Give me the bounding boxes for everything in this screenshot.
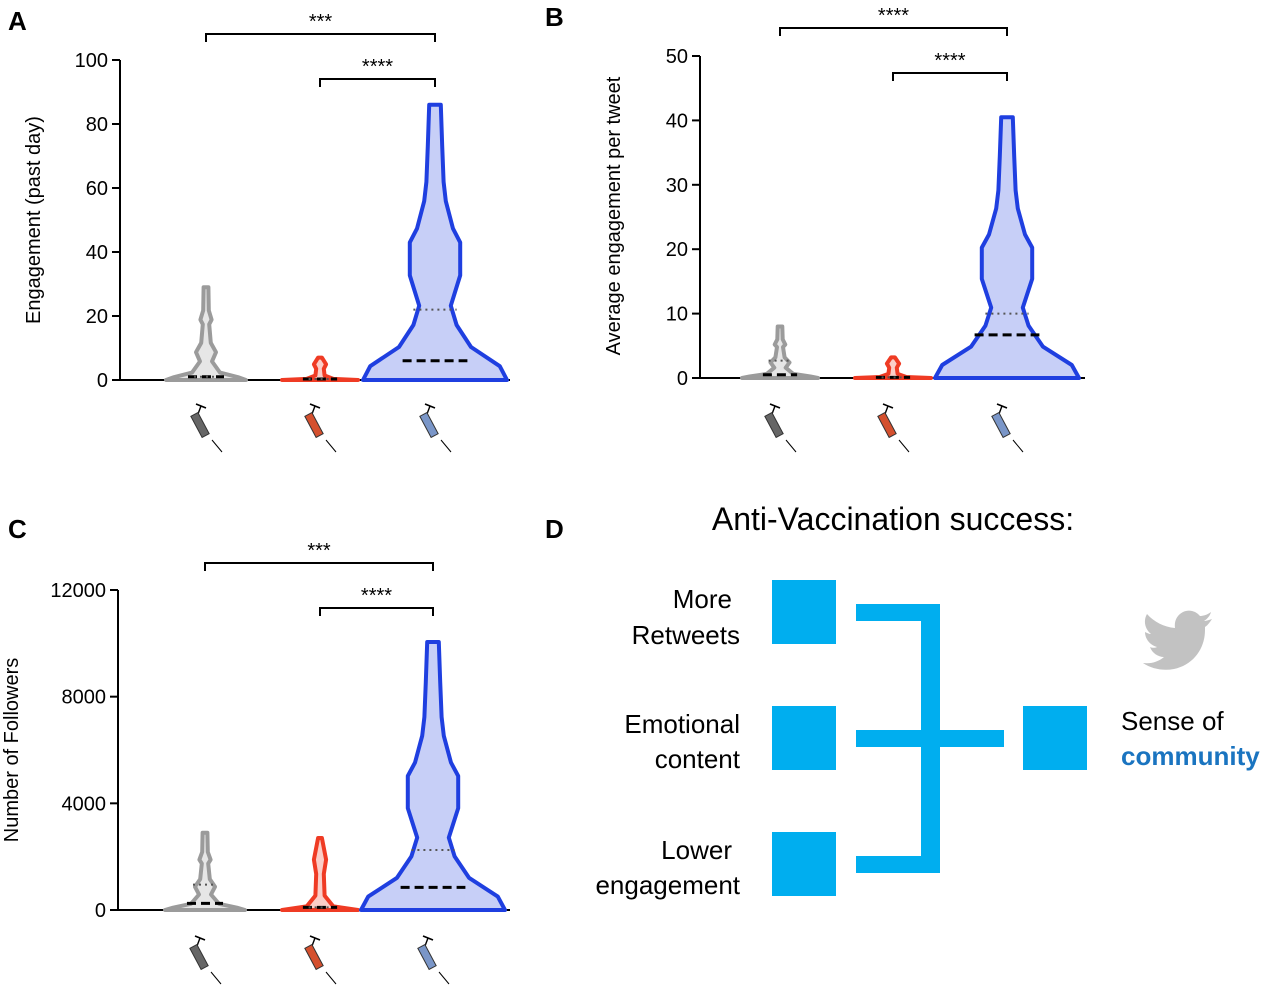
syringe-icons-b xyxy=(764,403,1024,453)
y-tick-label: 40 xyxy=(666,110,688,132)
significance-bracket xyxy=(779,27,1008,36)
syringe-icon xyxy=(304,935,337,985)
significance-bracket xyxy=(892,72,1008,81)
y-tick-label: 50 xyxy=(666,46,688,68)
panel-label-b: B xyxy=(545,2,564,32)
y-tick-label: 60 xyxy=(86,178,108,200)
input-box-retweets xyxy=(772,580,836,644)
violins-b xyxy=(740,115,1081,380)
violin-2 xyxy=(933,115,1081,380)
violins-a xyxy=(164,102,509,382)
significance-bracket xyxy=(319,78,436,87)
syringe-icon xyxy=(190,403,223,453)
output-label-1: Sense of xyxy=(1121,706,1224,736)
syringe-icon xyxy=(304,403,337,453)
input-label-emotional-2: content xyxy=(655,744,741,774)
y-tick-label: 0 xyxy=(677,368,688,390)
syringe-icon xyxy=(417,935,450,985)
input-box-engagement xyxy=(772,832,836,896)
syringe-icons-a xyxy=(190,403,452,453)
input-label-retweets-1: More xyxy=(673,584,732,614)
syringe-icon xyxy=(419,403,452,453)
y-tick-label: 4000 xyxy=(62,793,107,815)
significance-bracket xyxy=(204,562,434,571)
y-tick-label: 8000 xyxy=(62,687,107,709)
output-label-2: community xyxy=(1121,741,1260,771)
panel-label-a: A xyxy=(8,6,27,36)
panel-b: B 0 10 20 30 40 50 **** **** Average engagemen… xyxy=(545,2,1085,453)
significance-bracket xyxy=(205,33,436,42)
y-tick-label: 0 xyxy=(97,370,108,392)
connector-lines xyxy=(856,604,1004,873)
syringe-icon xyxy=(189,935,222,985)
syringe-icon xyxy=(991,403,1024,453)
violins-c xyxy=(163,640,507,912)
y-tick-label: 20 xyxy=(86,306,108,328)
significance-c: ******* xyxy=(204,540,434,616)
violin-1 xyxy=(853,355,933,380)
input-label-engagement-2: engagement xyxy=(595,870,740,900)
violin-2 xyxy=(359,640,507,912)
significance-label: **** xyxy=(934,50,965,72)
twitter-bird-icon xyxy=(1143,610,1212,670)
violin-1 xyxy=(280,836,360,912)
significance-label: *** xyxy=(307,540,331,562)
y-tick-label: 0 xyxy=(95,900,106,922)
input-label-engagement-1: Lower xyxy=(661,835,732,865)
input-label-retweets-2: Retweets xyxy=(632,620,740,650)
syringe-icon xyxy=(877,403,910,453)
significance-label: *** xyxy=(309,11,333,33)
input-label-emotional-1: Emotional xyxy=(624,709,740,739)
y-axis-label-a: Engagement (past day) xyxy=(23,116,45,324)
violin-0 xyxy=(164,285,248,382)
y-tick-label: 30 xyxy=(666,175,688,197)
diagram-title: Anti-Vaccination success: xyxy=(712,501,1074,537)
significance-b: **** **** xyxy=(779,5,1008,81)
panel-d: D Anti-Vaccination success: More Retweet… xyxy=(545,501,1260,900)
y-tick-label: 10 xyxy=(666,304,688,326)
significance-label: **** xyxy=(361,585,392,607)
syringe-icon xyxy=(764,403,797,453)
y-tick-label: 20 xyxy=(666,239,688,261)
y-tick-label: 100 xyxy=(75,50,108,72)
significance-label: **** xyxy=(878,5,909,27)
syringe-icons-c xyxy=(189,935,450,985)
significance-a: ******* xyxy=(205,11,436,87)
significance-bracket xyxy=(319,607,434,616)
output-box-community xyxy=(1023,706,1087,770)
y-tick-label: 12000 xyxy=(50,580,106,602)
violin-0 xyxy=(163,830,247,912)
y-tick-label: 40 xyxy=(86,242,108,264)
panel-label-d: D xyxy=(545,514,564,544)
violin-0 xyxy=(740,324,820,380)
significance-label: **** xyxy=(362,56,393,78)
violin-1 xyxy=(280,355,360,382)
y-axis-label-c: Number of Followers xyxy=(1,658,23,843)
input-box-emotional xyxy=(772,706,836,770)
panel-label-c: C xyxy=(8,514,27,544)
y-axis-label-b: Average engagement per tweet xyxy=(603,76,625,355)
y-tick-label: 80 xyxy=(86,114,108,136)
violin-2 xyxy=(361,102,509,382)
